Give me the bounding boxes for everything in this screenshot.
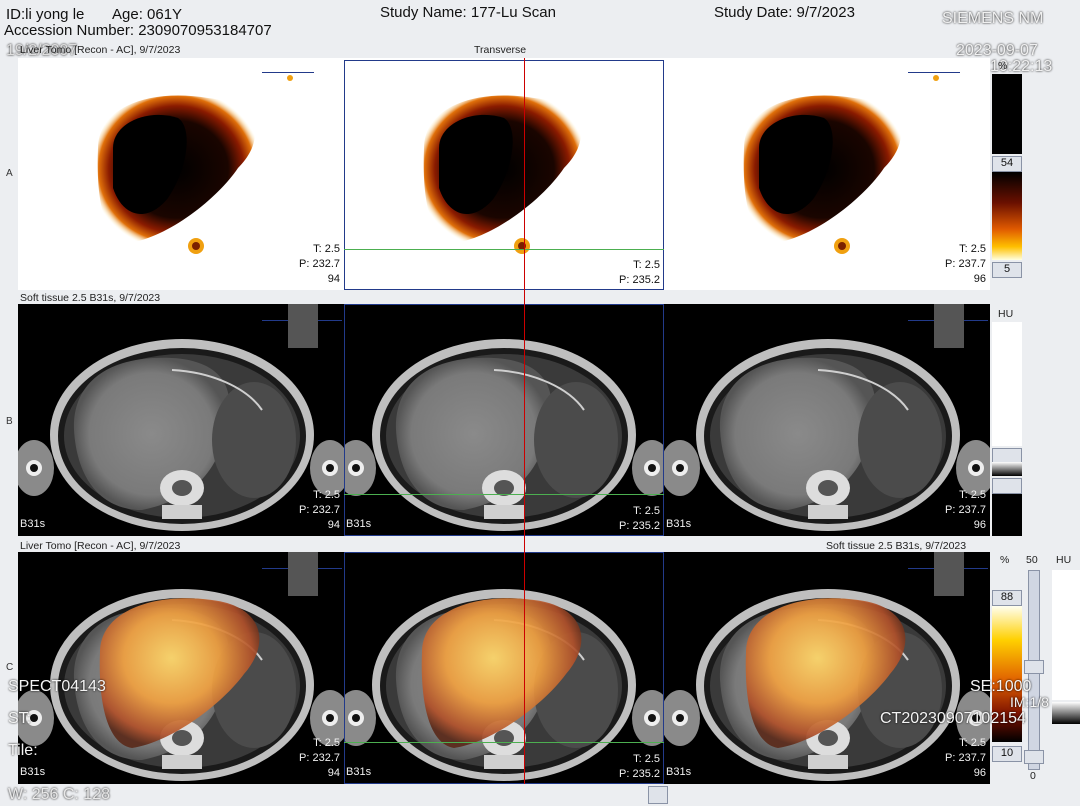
study-date: Study Date: 9/7/2023 xyxy=(714,4,855,21)
kernel-label: B31s xyxy=(346,518,372,530)
fused-ct-scale-min: 0 xyxy=(1030,770,1036,782)
row-b-title: Soft tissue 2.5 B31s, 9/7/2023 xyxy=(20,292,161,304)
active-pane-frame xyxy=(344,552,664,784)
acquisition-date: 2023-09-07 xyxy=(956,42,1038,59)
spect-pane-left[interactable]: T: 2.5 P: 232.7 94 xyxy=(18,58,344,290)
fused-ct-scale-max: 50 xyxy=(1026,554,1038,566)
fused-ct-slider-handle-bottom[interactable] xyxy=(1024,750,1044,764)
study-name: Study Name: 177-Lu Scan xyxy=(380,4,556,21)
st-label: ST: xyxy=(8,710,32,727)
row-a-view-title: Transverse xyxy=(474,44,527,56)
accession-number: Accession Number: 2309070953184707 xyxy=(4,22,272,39)
pane-values: T: 2.5 P: 237.7 96 xyxy=(945,737,986,779)
pane-values: T: 2.5 P: 232.7 94 xyxy=(299,489,340,531)
fused-pane-center[interactable]: B31s T: 2.5 P: 235.2 xyxy=(344,552,664,784)
crosshair-horizontal[interactable] xyxy=(344,494,664,495)
fused-hu-unit: HU xyxy=(1056,554,1072,566)
patient-id: ID:li yong le xyxy=(6,6,85,23)
ct-pane-center[interactable]: B31s T: 2.5 P: 235.2 xyxy=(344,304,664,536)
pane-values: T: 2.5 P: 235.2 xyxy=(619,259,660,286)
row-c-right-title: Soft tissue 2.5 B31s, 9/7/2023 xyxy=(826,540,967,552)
patient-age: Age: 061Y xyxy=(112,6,183,23)
crosshair-vertical[interactable] xyxy=(524,58,525,784)
pane-values: T: 2.5 P: 232.7 94 xyxy=(299,243,340,285)
image-number: IM:1/8 xyxy=(1010,694,1049,710)
spect-colorbar xyxy=(992,172,1022,260)
row-c-title: Liver Tomo [Recon - AC], 9/7/2023 xyxy=(20,540,181,552)
spect-scale-unit: % xyxy=(998,60,1008,72)
pane-values: T: 2.5 P: 235.2 xyxy=(619,505,660,532)
crosshair-horizontal[interactable] xyxy=(344,249,664,250)
pane-values: T: 2.5 P: 232.7 94 xyxy=(299,737,340,779)
fused-scale-min[interactable]: 10 xyxy=(992,746,1022,762)
acquisition-time: 10:22:13 xyxy=(990,58,1053,75)
active-pane-frame xyxy=(344,304,664,536)
row-a-title: Liver Tomo [Recon - AC], 9/7/2023 xyxy=(20,44,181,56)
kernel-label: B31s xyxy=(20,766,46,778)
fused-colorbar xyxy=(992,606,1022,742)
ct-scale-unit: HU xyxy=(998,308,1014,320)
fused-hu-white xyxy=(1052,570,1080,700)
vendor-label: SIEMENS NM xyxy=(942,10,1044,27)
ct-scale-handle-bottom[interactable] xyxy=(992,478,1022,494)
fused-scale-unit: % xyxy=(1000,554,1010,566)
ct-scale-black xyxy=(992,494,1022,536)
kernel-label: B31s xyxy=(20,518,46,530)
crosshair-horizontal[interactable] xyxy=(344,742,664,743)
pane-values: T: 2.5 P: 237.7 96 xyxy=(945,489,986,531)
pane-values: T: 2.5 P: 235.2 xyxy=(619,753,660,780)
ct-pane-left[interactable]: B31s T: 2.5 P: 232.7 94 xyxy=(18,304,344,536)
active-pane-frame xyxy=(344,60,664,290)
ct-grayscale-bar xyxy=(992,462,1022,476)
pane-values: T: 2.5 P: 237.7 96 xyxy=(945,243,986,285)
spect-pane-right[interactable]: T: 2.5 P: 237.7 96 xyxy=(664,58,990,290)
scroll-handle[interactable] xyxy=(648,786,668,804)
row-a-label: A xyxy=(6,168,13,179)
fused-pane-left[interactable]: B31s T: 2.5 P: 232.7 94 xyxy=(18,552,344,784)
spect-pane-center[interactable]: T: 2.5 P: 235.2 xyxy=(344,58,664,290)
ct-pane-right[interactable]: B31s T: 2.5 P: 237.7 96 xyxy=(664,304,990,536)
spect-scale-max[interactable]: 54 xyxy=(992,156,1022,172)
spect-scale-min[interactable]: 5 xyxy=(992,262,1022,278)
ct-scale-white xyxy=(992,322,1022,446)
series-number: SE:1000 xyxy=(970,678,1032,695)
fused-hu-grayscale xyxy=(1052,702,1080,724)
spect-series-label: SPECT04143 xyxy=(8,678,106,695)
row-c-label: C xyxy=(6,662,14,673)
top-left-partial-text: 19/2/2007 xyxy=(6,42,78,59)
spect-scale-top xyxy=(992,74,1022,154)
row-b-label: B xyxy=(6,416,13,427)
tile-label: Tile: xyxy=(8,742,38,759)
fused-ct-slider-handle-top[interactable] xyxy=(1024,660,1044,674)
kernel-label: B31s xyxy=(346,766,372,778)
fused-scale-max[interactable]: 88 xyxy=(992,590,1022,606)
kernel-label: B31s xyxy=(666,518,692,530)
kernel-label: B31s xyxy=(666,766,692,778)
window-level-label: W: 256 C: 128 xyxy=(8,786,110,803)
ct-series-label: CT20230907102154 xyxy=(880,710,1026,727)
fused-pane-right[interactable]: B31s T: 2.5 P: 237.7 96 xyxy=(664,552,990,784)
